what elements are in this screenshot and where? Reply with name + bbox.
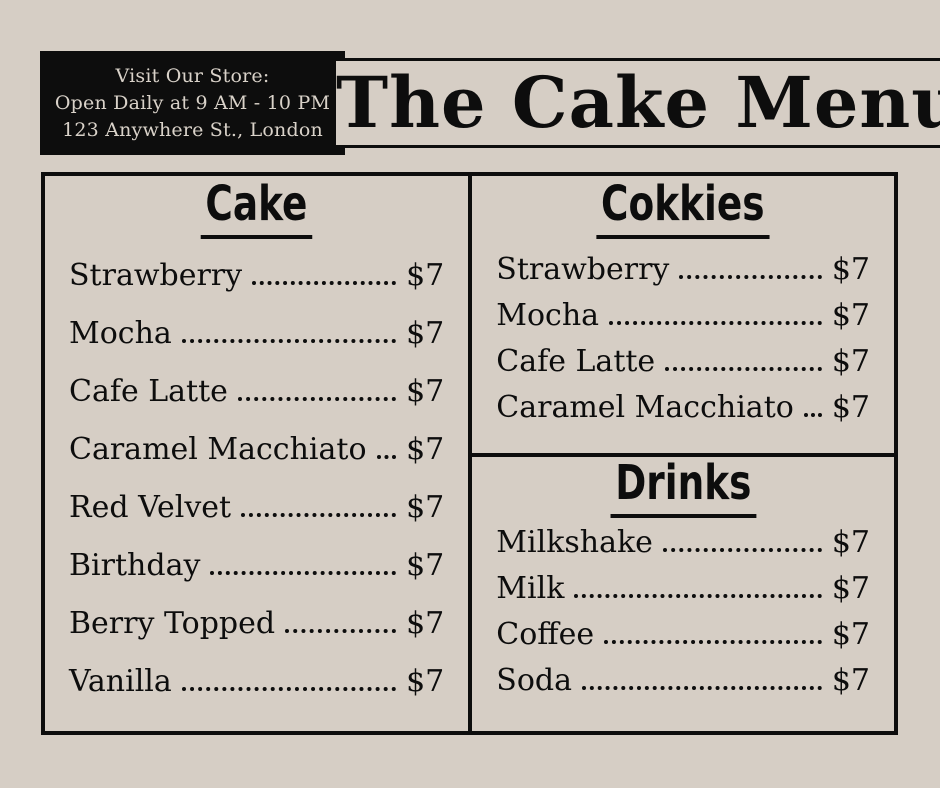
item-price: $7 <box>831 343 870 379</box>
item-price: $7 <box>831 297 870 333</box>
section-cookies: Cokkies Strawberry $7 Mocha <box>472 176 894 457</box>
store-info-line-3: 123 Anywhere St., London <box>62 118 323 141</box>
section-title-drinks: Drinks <box>610 457 756 518</box>
item-name: Red Velvet <box>69 489 232 525</box>
menu-item-row: Strawberry $7 <box>69 247 444 305</box>
item-price: $7 <box>406 257 445 293</box>
menu-item-row: Birthday $7 <box>69 537 444 595</box>
menu-item-row: Milkshake $7 <box>496 520 870 566</box>
item-price: $7 <box>406 605 445 641</box>
item-name: Coffee <box>496 616 595 652</box>
menu-item-row: Mocha $7 <box>69 305 444 363</box>
section-drinks: Drinks Milkshake $7 Milk $ <box>472 457 894 731</box>
drinks-heading-wrap: Drinks <box>472 457 894 518</box>
section-title-cookies: Cokkies <box>596 178 770 239</box>
dotted-leader <box>237 396 397 401</box>
item-name: Mocha <box>496 297 600 333</box>
item-name: Mocha <box>69 315 172 351</box>
item-name: Birthday <box>69 547 201 583</box>
item-price: $7 <box>406 373 445 409</box>
section-cake: Cake Strawberry $7 Mocha $7 <box>45 176 473 731</box>
item-price: $7 <box>406 489 445 525</box>
store-info-line-2: Open Daily at 9 AM - 10 PM <box>54 91 331 114</box>
menu-item-row: Strawberry $7 <box>496 247 870 293</box>
menu-item-row: Berry Topped $7 <box>69 595 444 653</box>
item-price: $7 <box>831 616 870 652</box>
dotted-leader <box>665 366 822 371</box>
dotted-leader <box>803 412 822 417</box>
menu-item-row: Cafe Latte $7 <box>496 339 870 385</box>
item-name: Caramel Macchiato <box>69 431 367 467</box>
item-name: Strawberry <box>496 251 670 287</box>
item-name: Milkshake <box>496 524 653 560</box>
item-name: Strawberry <box>69 257 243 293</box>
item-price: $7 <box>831 662 870 698</box>
dotted-leader <box>581 685 822 690</box>
dotted-leader <box>181 686 397 691</box>
item-name: Soda <box>496 662 572 698</box>
item-name: Cafe Latte <box>496 343 656 379</box>
menu-item-row: Coffee $7 <box>496 612 870 658</box>
dotted-leader <box>679 274 822 279</box>
store-info-box: Visit Our Store: Open Daily at 9 AM - 10… <box>40 51 345 155</box>
dotted-leader <box>604 639 822 644</box>
item-price: $7 <box>831 524 870 560</box>
item-name: Vanilla <box>69 663 172 699</box>
item-price: $7 <box>831 570 870 606</box>
menu-item-row: Cafe Latte $7 <box>69 363 444 421</box>
dotted-leader <box>252 280 397 285</box>
item-price: $7 <box>406 315 445 351</box>
cake-heading-wrap: Cake <box>45 178 468 239</box>
item-name: Berry Topped <box>69 605 276 641</box>
menu-item-row: Mocha $7 <box>496 293 870 339</box>
section-title-cake: Cake <box>200 178 313 239</box>
menu-item-row: Vanilla $7 <box>69 653 444 711</box>
dotted-leader <box>574 593 822 598</box>
item-name: Caramel Macchiato <box>496 389 794 425</box>
dotted-leader <box>210 570 397 575</box>
menu-item-row: Caramel Macchiato $7 <box>496 385 870 431</box>
dotted-leader <box>376 454 397 459</box>
item-price: $7 <box>831 389 870 425</box>
cookies-items: Strawberry $7 Mocha $7 Cafe Latte <box>472 247 894 431</box>
page-title: The Cake Menu <box>336 61 940 144</box>
menu-item-row: Red Velvet $7 <box>69 479 444 537</box>
item-name: Milk <box>496 570 565 606</box>
menu-item-row: Caramel Macchiato $7 <box>69 421 444 479</box>
item-price: $7 <box>406 547 445 583</box>
item-price: $7 <box>406 663 445 699</box>
item-price: $7 <box>831 251 870 287</box>
dotted-leader <box>609 320 822 325</box>
dotted-leader <box>181 338 397 343</box>
title-box: The Cake Menu <box>333 58 940 148</box>
dotted-leader <box>241 512 397 517</box>
dotted-leader <box>285 628 397 633</box>
header: Visit Our Store: Open Daily at 9 AM - 10… <box>40 51 940 155</box>
item-name: Cafe Latte <box>69 373 228 409</box>
right-column: Cokkies Strawberry $7 Mocha <box>472 176 894 731</box>
item-price: $7 <box>406 431 445 467</box>
cake-items: Strawberry $7 Mocha $7 Cafe Latte $7 <box>45 247 468 711</box>
menu-item-row: Soda $7 <box>496 658 870 704</box>
drinks-items: Milkshake $7 Milk $7 Coffee <box>472 520 894 704</box>
menu-item-row: Milk $7 <box>496 566 870 612</box>
store-info-line-1: Visit Our Store: <box>115 64 270 87</box>
cookies-heading-wrap: Cokkies <box>472 178 894 239</box>
menu-board: Cake Strawberry $7 Mocha $7 <box>41 172 898 735</box>
dotted-leader <box>662 547 822 552</box>
